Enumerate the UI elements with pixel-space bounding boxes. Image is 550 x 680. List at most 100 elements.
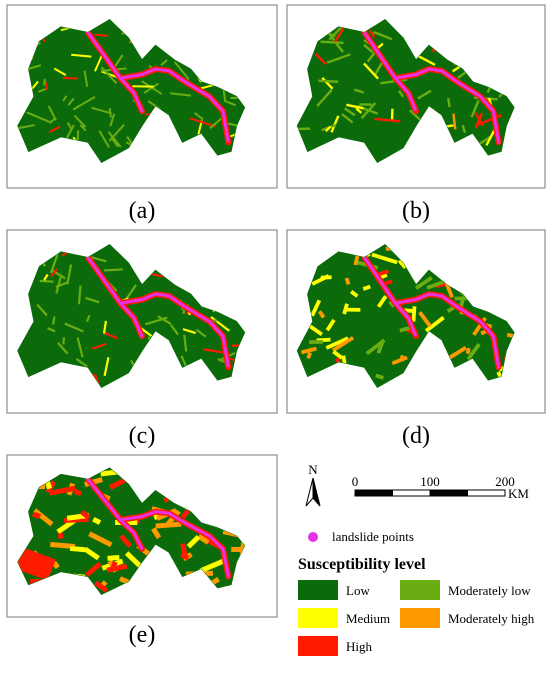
- streak: [62, 337, 66, 345]
- streak: [103, 331, 118, 340]
- legend-swatch: [400, 608, 440, 628]
- streak: [189, 117, 216, 128]
- landslide-label: landslide points: [332, 529, 414, 544]
- legend-title: Susceptibility level: [298, 556, 426, 573]
- legend-label: Low: [346, 583, 370, 598]
- legend-label: Moderately low: [448, 583, 531, 598]
- streak: [485, 129, 496, 146]
- streak: [380, 78, 408, 85]
- streak: [141, 80, 163, 95]
- scale-segment: [354, 489, 393, 497]
- landslide-points: [362, 255, 418, 338]
- legend-swatch: [298, 608, 338, 628]
- streak: [300, 346, 317, 355]
- streak: [344, 277, 351, 286]
- streak: [94, 54, 104, 72]
- streak: [316, 88, 333, 107]
- streak: [91, 342, 107, 350]
- streak: [109, 113, 116, 127]
- panel-label: (d): [402, 423, 430, 449]
- streak: [107, 131, 122, 148]
- streak: [225, 100, 237, 107]
- streak: [452, 113, 457, 130]
- streak: [160, 59, 168, 66]
- streak: [306, 352, 312, 359]
- streak: [426, 280, 444, 290]
- streak: [372, 30, 393, 41]
- legend-label: Moderately high: [448, 611, 535, 626]
- streak: [69, 545, 86, 553]
- streak: [32, 511, 42, 519]
- streak: [415, 276, 433, 290]
- streak: [447, 97, 451, 108]
- streak: [363, 43, 374, 54]
- streak: [151, 527, 162, 540]
- streak: [362, 284, 371, 291]
- streak: [38, 87, 46, 93]
- streak: [73, 488, 83, 497]
- streak: [182, 328, 197, 335]
- streak: [399, 326, 411, 333]
- landslide-points: [86, 477, 144, 551]
- streak: [403, 308, 416, 314]
- streak: [73, 114, 87, 128]
- streak: [363, 62, 379, 80]
- scale-segment: [429, 489, 468, 497]
- streak: [83, 547, 100, 561]
- panel-label: (a): [129, 198, 156, 224]
- landslide-points: [118, 67, 230, 144]
- streak: [92, 373, 100, 384]
- streak: [139, 327, 153, 337]
- streak: [341, 113, 354, 124]
- streak: [93, 580, 109, 593]
- streak: [43, 273, 49, 281]
- landslide-points: [362, 30, 418, 113]
- streak: [107, 554, 120, 561]
- streak: [85, 296, 100, 304]
- streak: [334, 27, 345, 43]
- streak: [57, 532, 64, 539]
- streak: [324, 125, 332, 133]
- streak: [85, 314, 91, 322]
- streak: [470, 99, 480, 118]
- streak: [85, 561, 102, 577]
- streak: [369, 29, 376, 39]
- streak: [106, 563, 128, 573]
- streak: [71, 53, 92, 58]
- streak: [180, 543, 188, 559]
- streak: [411, 306, 417, 322]
- landslide-points: [86, 30, 144, 113]
- streak: [332, 350, 344, 360]
- streak: [330, 115, 340, 133]
- streak: [50, 268, 59, 278]
- streak: [109, 477, 128, 490]
- streak: [76, 337, 84, 358]
- streak: [461, 124, 467, 134]
- streak: [376, 295, 388, 308]
- scale-segment: [392, 489, 431, 497]
- streak: [90, 256, 107, 263]
- legend-swatch: [400, 580, 440, 600]
- streak: [360, 102, 377, 119]
- scale-segment: [467, 489, 506, 497]
- landslide-swatch: [308, 532, 318, 542]
- streak: [102, 320, 108, 334]
- streak: [66, 121, 73, 131]
- streak: [314, 52, 327, 66]
- legend-label: High: [346, 639, 373, 654]
- streak: [374, 117, 401, 123]
- legend-label: Medium: [346, 611, 390, 626]
- streak: [325, 336, 349, 350]
- north-arrow: [312, 477, 321, 507]
- streak: [36, 303, 48, 317]
- streak: [92, 517, 102, 525]
- streak: [331, 336, 355, 353]
- streak: [110, 560, 118, 569]
- streak: [365, 338, 386, 356]
- streak: [417, 89, 432, 100]
- streak: [465, 347, 471, 354]
- streak: [397, 89, 405, 98]
- streak: [49, 254, 59, 274]
- landslide-points: [393, 292, 501, 369]
